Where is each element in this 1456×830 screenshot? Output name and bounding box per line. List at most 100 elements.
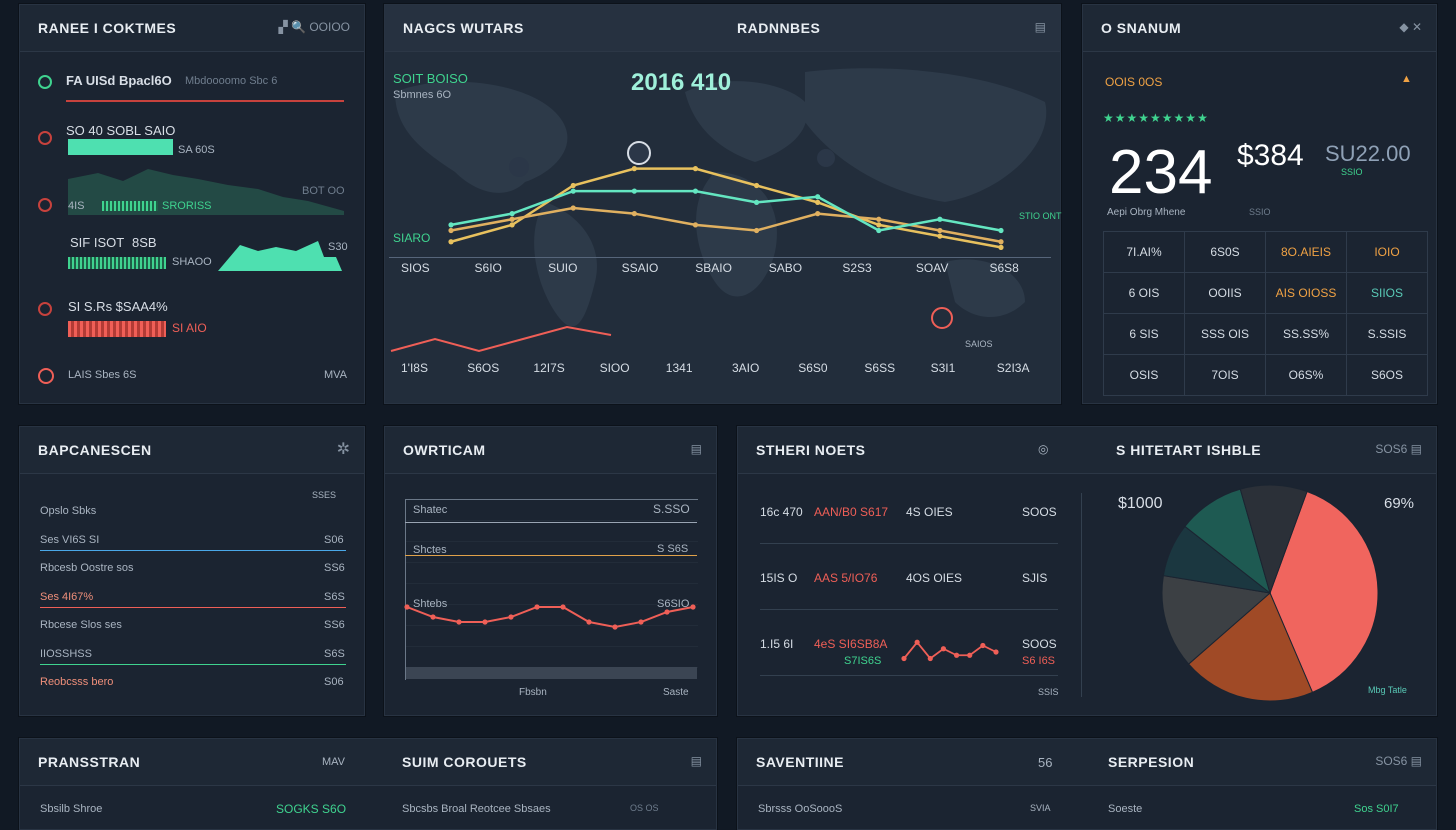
locate-icon[interactable] bbox=[509, 157, 529, 177]
header-icons[interactable]: SOS6 ▤ bbox=[1375, 442, 1422, 456]
grid-row: OSIS 7OIS O6S% S6OS bbox=[1103, 354, 1428, 396]
axis-tick-label: 1341 bbox=[665, 361, 693, 375]
panel-icon[interactable]: MAV bbox=[322, 756, 346, 768]
series-point bbox=[753, 227, 760, 234]
note-d: SOOS bbox=[1022, 505, 1057, 519]
pie-chart bbox=[1161, 484, 1379, 702]
grid-row: 7I.AI% 6S0S 8O.AIEIS IOIO bbox=[1103, 231, 1428, 273]
row3-label: Shtebs bbox=[413, 598, 448, 610]
row-label-2: Sbcsbs Broal Reotcee Sbsaes bbox=[402, 803, 551, 815]
header-icons[interactable]: ◆ ✕ bbox=[1399, 20, 1422, 34]
panel-menu-icon[interactable]: ▤ bbox=[690, 442, 702, 456]
series-point bbox=[664, 609, 670, 615]
row4-side-tag: S30 bbox=[328, 241, 348, 253]
row-label: Sbsilb Shroe bbox=[40, 803, 103, 815]
series-line bbox=[903, 640, 997, 660]
panel-menu-icon[interactable]: ▤ bbox=[1034, 20, 1046, 34]
pie-slice bbox=[1269, 490, 1379, 693]
series-point bbox=[404, 604, 410, 610]
panel-title: SAVENTIINE bbox=[756, 754, 844, 770]
row2-value: SO 40 SOBL SAIO bbox=[66, 123, 176, 138]
series-point bbox=[914, 639, 920, 645]
series-point bbox=[998, 239, 1004, 245]
grid-cell: O6S% bbox=[1265, 354, 1347, 396]
series-point bbox=[586, 619, 592, 625]
panel-title: O SNANUM bbox=[1101, 20, 1182, 36]
status-ring-icon bbox=[38, 302, 52, 316]
row3-value: S6SIO bbox=[657, 598, 690, 610]
left-sub: Sbmnes 6O bbox=[393, 89, 452, 101]
note-c: 4S OIES bbox=[906, 505, 953, 519]
panel-notes-pie: STHERI NOETS ◎ S HITETART ISHBLE SOS6 ▤ … bbox=[737, 426, 1437, 716]
panel-center-title: RADNNBES bbox=[737, 20, 821, 36]
row-value-2: OS OS bbox=[630, 803, 659, 813]
row1-divider bbox=[66, 100, 344, 102]
alert-ring-icon[interactable] bbox=[931, 307, 953, 329]
row4-mini-area bbox=[218, 241, 342, 271]
series-point bbox=[448, 239, 454, 245]
grid-cell: OOIIS bbox=[1184, 272, 1266, 314]
row1-value: S.SSO bbox=[653, 502, 690, 516]
grid-cell: 8O.AIEIS bbox=[1265, 231, 1347, 273]
row3-tag: SRORISS bbox=[162, 200, 212, 212]
panel-icon[interactable]: ◎ bbox=[1038, 442, 1049, 456]
series-point bbox=[631, 211, 637, 217]
grid-cell: IOIO bbox=[1346, 231, 1428, 273]
header-icons[interactable]: SOS6 ▤ bbox=[1375, 754, 1422, 768]
series-point bbox=[570, 205, 576, 211]
list-item-divider bbox=[40, 606, 346, 608]
series-point bbox=[448, 222, 454, 228]
panel-title: STHERI NOETS bbox=[756, 442, 866, 458]
series-point bbox=[612, 624, 618, 630]
list-item-label: Rbcese Slos ses bbox=[40, 619, 122, 631]
series-point bbox=[456, 619, 462, 625]
axis-line bbox=[389, 257, 1051, 258]
settings-icon[interactable]: ✲ bbox=[336, 441, 350, 458]
pie-panel-title: S HITETART ISHBLE bbox=[1116, 442, 1262, 458]
series-point bbox=[631, 188, 637, 194]
grid-row: 6 SIS SSS OIS SS.SS% S.SSIS bbox=[1103, 313, 1428, 355]
footer-label: Fbsbn bbox=[519, 687, 547, 698]
axis-tick-label: S2S3 bbox=[842, 261, 872, 275]
axis-tick-label: SIOO bbox=[599, 361, 630, 375]
left-tag: SIARO bbox=[393, 231, 431, 245]
series-point bbox=[534, 604, 540, 610]
zoom-icon[interactable] bbox=[627, 141, 651, 165]
note-divider bbox=[760, 543, 1058, 544]
series-point bbox=[509, 216, 515, 222]
note-d: SOOS bbox=[1022, 637, 1057, 651]
series-point bbox=[876, 227, 882, 234]
notes-footer: SSIS bbox=[1038, 687, 1059, 697]
panel-header: STHERI NOETS ◎ S HITETART ISHBLE SOS6 ▤ bbox=[738, 427, 1436, 474]
trend-up-icon: ▲ bbox=[1401, 73, 1412, 85]
panel-title: PRANSSTRAN bbox=[38, 754, 141, 770]
status-ring-icon bbox=[38, 75, 52, 89]
panel-map-chart: NAGCS WUTARS RADNNBES ▤ 2016 410 SOIT BO… bbox=[384, 4, 1062, 404]
mini-red-line bbox=[901, 639, 999, 662]
panel-icon[interactable]: 56 bbox=[1038, 755, 1053, 770]
status-ring-icon bbox=[38, 131, 52, 145]
panel-menu-icon[interactable]: ▤ bbox=[690, 754, 702, 768]
pin-icon[interactable] bbox=[817, 149, 835, 167]
series-line bbox=[450, 167, 1002, 249]
red-trend-line bbox=[390, 325, 612, 353]
row1-sub: Mbdoooomo Sbc 6 bbox=[185, 75, 278, 87]
list-item-divider bbox=[40, 663, 346, 665]
row-label-2: Soeste bbox=[1108, 803, 1143, 815]
panel-sentiment: SAVENTIINE 56 SERPESION SOS6 ▤ Sbrsss Oo… bbox=[737, 738, 1437, 830]
row4-label: SIF ISOT bbox=[70, 235, 125, 250]
series-point bbox=[692, 166, 699, 172]
header-icons[interactable]: ▞ 🔍 OOIOO bbox=[278, 20, 350, 34]
note-b: AAS 5/IO76 bbox=[814, 571, 878, 585]
row5-label: SI S.Rs $SAA4% bbox=[68, 299, 168, 314]
row2-label: Shctes bbox=[413, 544, 447, 556]
series-line bbox=[450, 189, 1002, 232]
series-point bbox=[901, 655, 907, 662]
grid-cell: S6OS bbox=[1346, 354, 1428, 396]
series-point bbox=[927, 655, 933, 662]
row5-tag: SI AIO bbox=[172, 321, 207, 335]
axis-tick-label: SABO bbox=[768, 261, 803, 275]
footer-right: Saste bbox=[663, 687, 689, 698]
grid-cell: OSIS bbox=[1103, 354, 1185, 396]
row2-bar bbox=[68, 139, 173, 155]
